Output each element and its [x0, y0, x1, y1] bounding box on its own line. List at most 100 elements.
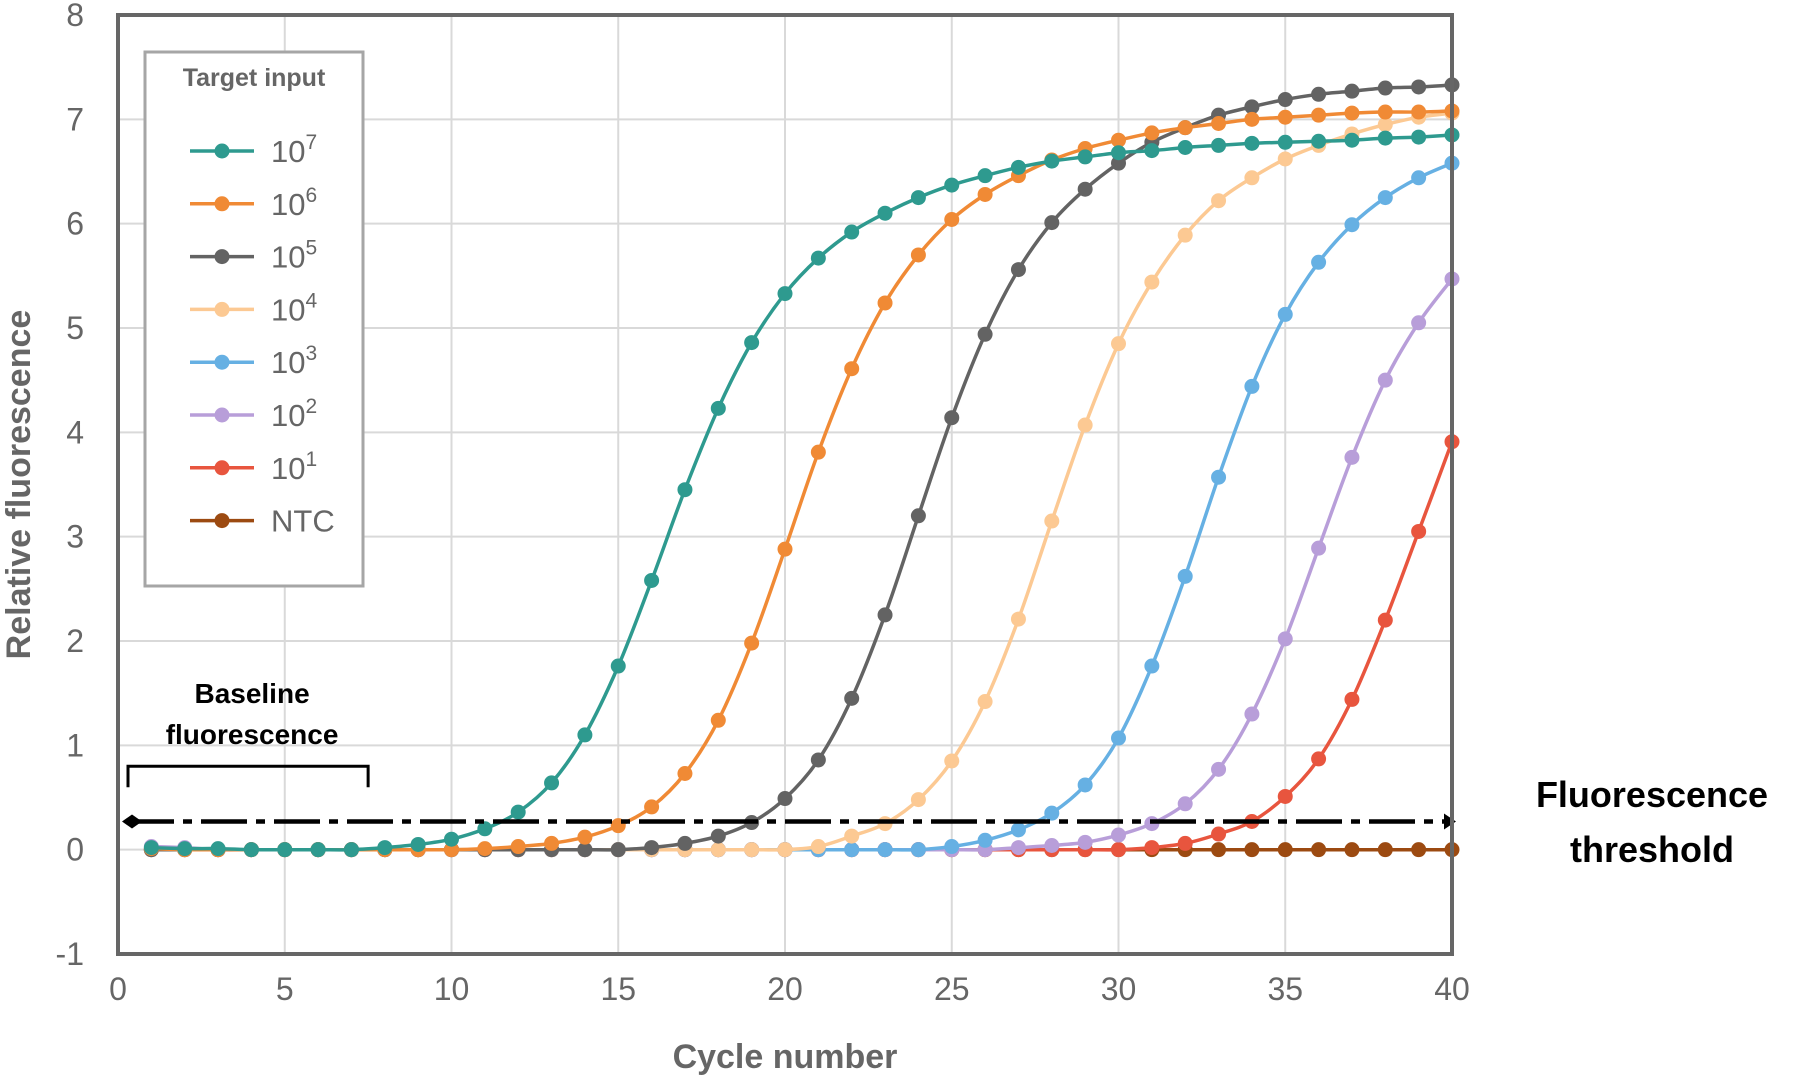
data-point [710, 828, 726, 844]
legend-label: 102 [271, 395, 317, 433]
x-tick-label: 15 [600, 971, 636, 1007]
data-point [1244, 99, 1260, 115]
data-point [444, 831, 459, 847]
data-point [677, 482, 693, 498]
data-point [1244, 111, 1260, 127]
data-point [1377, 372, 1393, 388]
data-point [1111, 155, 1126, 171]
data-point [1111, 730, 1126, 746]
data-point [1344, 105, 1360, 121]
data-point [1077, 777, 1093, 793]
baseline-label-line1: Baseline [194, 678, 309, 709]
legend-box [143, 50, 365, 588]
data-point [1177, 796, 1193, 812]
data-point [610, 842, 626, 858]
data-point [1311, 540, 1327, 556]
data-point [1111, 132, 1126, 148]
data-point [1344, 691, 1360, 707]
data-point [444, 842, 459, 858]
data-point [577, 727, 593, 743]
data-point [577, 829, 593, 845]
data-point [810, 839, 826, 855]
data-point [1077, 834, 1093, 850]
x-tick-label: 35 [1267, 971, 1303, 1007]
data-point [1377, 104, 1393, 120]
data-point [577, 842, 593, 858]
data-point [243, 842, 259, 858]
data-point [1044, 805, 1060, 821]
x-axis-title: Cycle number [673, 1038, 898, 1076]
data-point [1277, 788, 1293, 804]
data-point [1144, 840, 1160, 856]
data-point [1344, 217, 1360, 233]
data-point [1144, 143, 1160, 159]
data-point [910, 190, 926, 206]
data-point [1211, 193, 1227, 209]
data-point [744, 635, 760, 651]
data-point [710, 712, 726, 728]
legend-swatch-marker [214, 513, 230, 529]
legend-swatch-marker [214, 460, 230, 476]
data-point [1277, 631, 1293, 647]
legend-item: 107 [190, 131, 317, 169]
x-tick-label: 30 [1101, 971, 1137, 1007]
y-tick-label: -1 [56, 936, 84, 972]
data-point [1044, 837, 1060, 853]
data-point [1344, 132, 1360, 148]
data-point [1344, 83, 1360, 99]
data-point [477, 821, 493, 837]
legend: Target input 107 106 105 104 103 102 101 NTC [143, 50, 365, 588]
data-point [644, 840, 660, 856]
data-point [944, 753, 960, 769]
data-point [410, 836, 426, 852]
legend-label: 101 [271, 448, 317, 486]
data-point [1277, 92, 1293, 108]
data-point [944, 211, 960, 227]
data-point [1311, 107, 1327, 123]
plot-frame [116, 13, 1454, 956]
data-point [1111, 827, 1126, 843]
legend-label: 105 [271, 237, 317, 275]
data-point [310, 842, 326, 858]
data-point [477, 841, 493, 857]
data-point [1244, 170, 1260, 186]
data-point [1344, 842, 1360, 858]
legend-item: NTC [190, 504, 335, 539]
data-point [744, 842, 760, 858]
legend-swatch-marker [214, 143, 230, 159]
data-point [1211, 826, 1227, 842]
data-point [977, 168, 993, 184]
baseline-bracket [126, 764, 370, 788]
legend-item: 106 [190, 184, 317, 222]
data-point [1244, 135, 1260, 151]
data-point [177, 841, 193, 857]
data-point [1277, 306, 1293, 322]
data-point [1010, 822, 1026, 838]
data-point [677, 766, 693, 782]
y-tick-label: 2 [66, 623, 84, 659]
data-point [844, 361, 860, 377]
series-10e7 [143, 127, 1460, 858]
data-point [1277, 134, 1293, 150]
data-point [710, 842, 726, 858]
data-point [1077, 181, 1093, 197]
data-point [1311, 751, 1327, 767]
legend-swatch-marker [214, 407, 230, 423]
x-tick-label: 5 [276, 971, 294, 1007]
data-point [1411, 104, 1427, 120]
data-point [1211, 137, 1227, 153]
data-point [1311, 842, 1327, 858]
x-tick-label: 20 [767, 971, 803, 1007]
data-point [777, 842, 793, 858]
data-point [277, 842, 293, 858]
data-point [1377, 612, 1393, 628]
x-tick-label: 40 [1434, 971, 1470, 1007]
legend-item: 103 [190, 342, 317, 380]
data-point [1211, 761, 1227, 777]
data-point [1010, 262, 1026, 278]
data-point [777, 286, 793, 302]
legend-title: Target input [183, 64, 326, 92]
data-point [1277, 842, 1293, 858]
data-point [777, 541, 793, 557]
legend-label: 107 [271, 131, 317, 169]
